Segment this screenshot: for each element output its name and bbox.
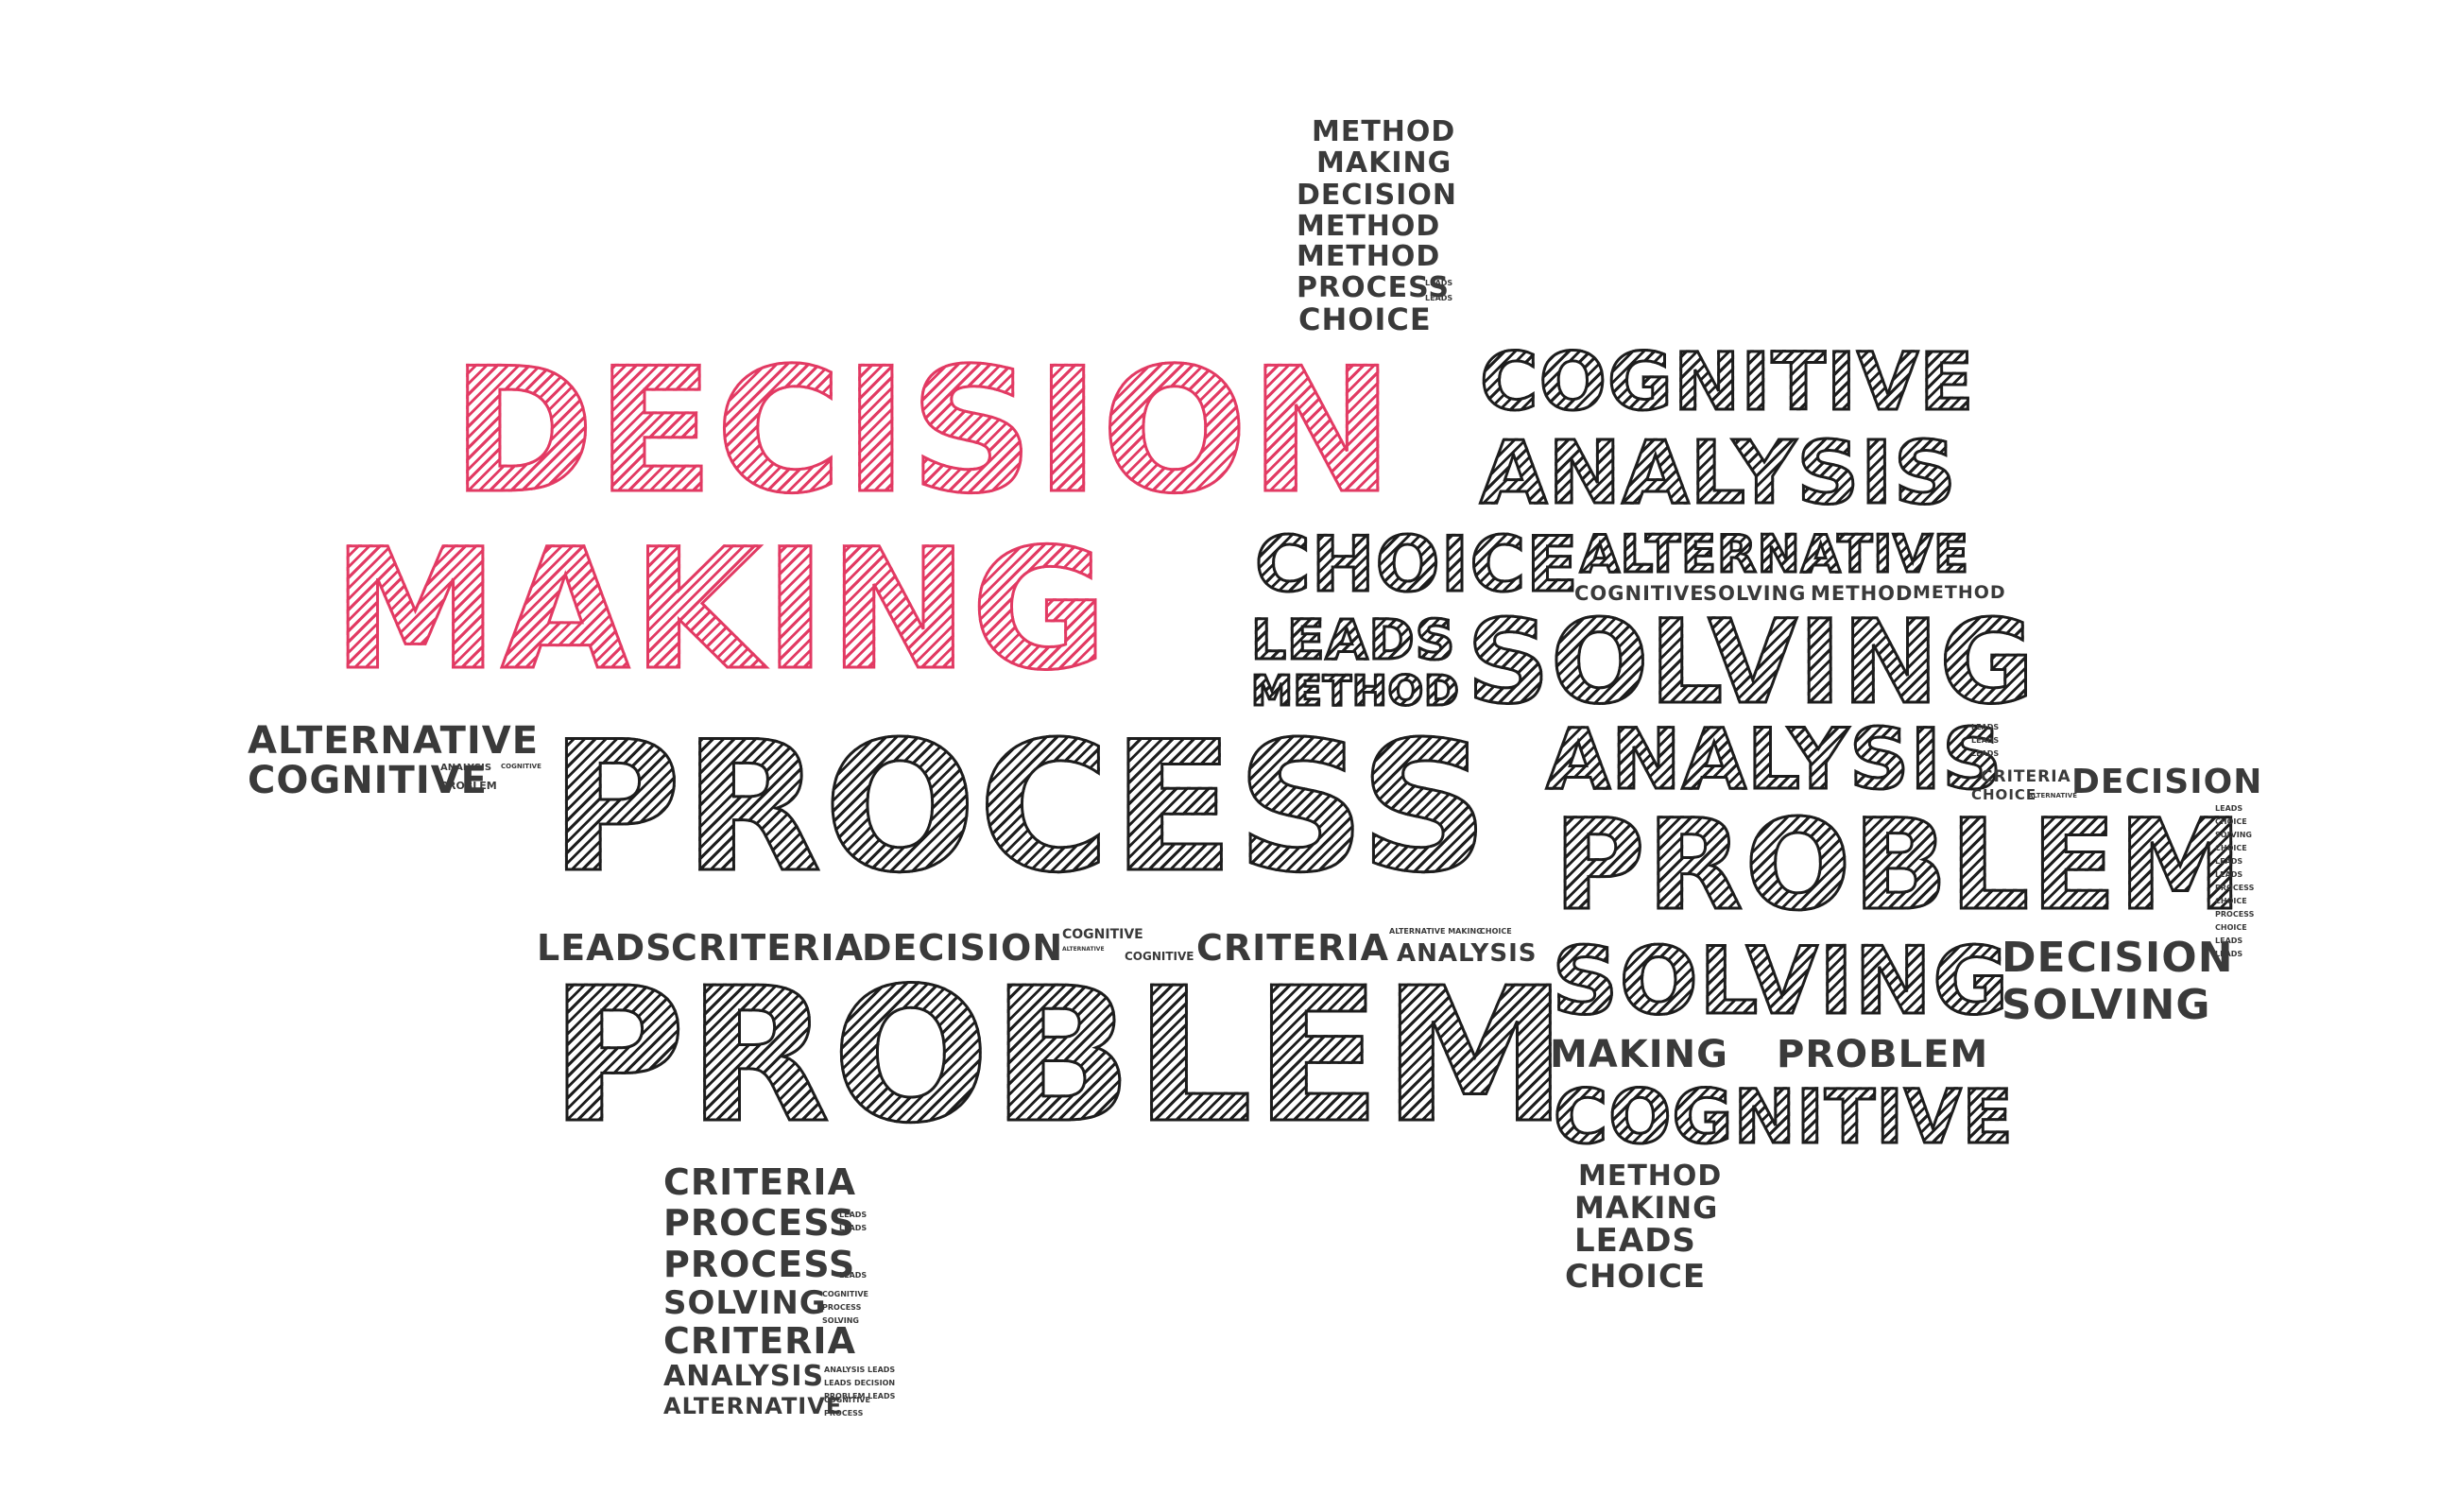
word-choice: CHOICE (1971, 786, 2037, 803)
word-cognitive-tiny: COGNITIVE (1062, 927, 1143, 942)
word-alternative: ALTERNATIVE (248, 719, 540, 763)
word-tiny: SOLVING (2215, 831, 2252, 839)
word-process: PROCESS (1297, 271, 1450, 304)
word-leads-tiny: LEADS (1971, 749, 2000, 758)
word-tiny: LEADS (2215, 804, 2243, 813)
word-leads-tiny: LEADS (1971, 736, 2000, 745)
word-tiny: ANALYSIS LEADS (824, 1366, 896, 1374)
word-tiny: PROCESS (824, 1409, 864, 1418)
word-decision: DECISION (2002, 934, 2234, 982)
word-alternative: ALTERNATIVE (663, 1393, 843, 1419)
word-problem-main: PROBLEM (548, 949, 1570, 1164)
word-decision: DECISION (862, 927, 1064, 969)
word-decision: DECISION (2071, 763, 2263, 801)
word-method-small: METHOD (1913, 582, 2006, 603)
word-leads: LEADS (1574, 1222, 1696, 1260)
word-criteria: CRITERIA (1981, 767, 2071, 786)
word-tiny: LEADS (839, 1271, 868, 1280)
word-choice: CHOICE (1254, 521, 1580, 609)
word-leads: LEADS (1249, 608, 1456, 672)
word-leads-tiny: LEADS (1425, 279, 1453, 287)
word-leads: LEADS (537, 927, 673, 969)
word-method-small: METHOD (1811, 582, 1914, 605)
word-making-main: MAKING (332, 513, 1110, 707)
word-tiny: LEADS (839, 1224, 868, 1232)
word-analysis-tiny: ANALYSIS (440, 763, 492, 773)
word-alternative-making-tiny: ALTERNATIVE MAKING (1389, 927, 1483, 936)
word-criteria: CRITERIA (1196, 927, 1389, 969)
word-tiny: LEADS (2215, 936, 2243, 945)
word-choice: CHOICE (1298, 301, 1432, 337)
word-tiny: LEADS (839, 1211, 868, 1219)
word-cognitive: COGNITIVE (248, 759, 488, 802)
word-process: PROCESS (663, 1244, 856, 1285)
word-tiny: PROCESS (2215, 910, 2255, 919)
word-analysis: ANALYSIS (1397, 939, 1538, 968)
word-tiny: LEADS (2215, 870, 2243, 879)
word-tiny: CHOICE (2215, 923, 2247, 932)
word-criteria: CRITERIA (663, 1161, 856, 1203)
word-analysis: ANALYSIS (1544, 711, 2003, 808)
word-alternative-tiny: ALTERNATIVE (2028, 792, 2077, 799)
word-cognitive: COGNITIVE (1479, 335, 1975, 428)
word-decision-main: DECISION (451, 331, 1396, 531)
word-tiny: CHOICE (2215, 844, 2247, 852)
word-problem: PROBLEM (1777, 1033, 1989, 1076)
word-criteria: CRITERIA (671, 927, 864, 969)
word-decision: DECISION (1297, 179, 1457, 212)
word-tiny: LEADS (2215, 857, 2243, 866)
word-analysis: ANALYSIS (663, 1360, 825, 1393)
word-making: MAKING (1574, 1190, 1719, 1226)
word-making: MAKING (1316, 146, 1452, 180)
word-method: METHOD (1312, 115, 1456, 148)
word-cognitive-tiny: COGNITIVE (501, 763, 541, 770)
word-process: PROCESS (663, 1202, 856, 1244)
word-tiny: PROBLEM LEADS (824, 1392, 896, 1400)
word-solving-small: SOLVING (1703, 582, 1807, 605)
word-solving: SOLVING (663, 1284, 827, 1322)
word-solving: SOLVING (1551, 928, 2011, 1036)
word-criteria: CRITERIA (663, 1320, 856, 1362)
word-alternative: ALTERNATIVE (1579, 524, 1970, 584)
word-problem: PROBLEM (1553, 793, 2244, 938)
word-method: METHOD (1297, 240, 1441, 273)
word-method: METHOD (1578, 1160, 1723, 1193)
word-tiny: COGNITIVE (822, 1290, 868, 1298)
word-choice-tiny: CHOICE (1480, 927, 1512, 936)
word-leads-tiny: LEADS (1971, 723, 2000, 731)
word-making: MAKING (1550, 1033, 1728, 1076)
word-tiny: PROCESS (822, 1303, 862, 1312)
word-tiny: LEADS (2215, 950, 2243, 958)
word-solving: SOLVING (1466, 595, 2036, 730)
word-leads-tiny: LEADS (1425, 294, 1453, 302)
word-tiny: CHOICE (2215, 897, 2247, 905)
word-cognitive-tiny: COGNITIVE (1125, 950, 1194, 963)
word-cognitive-small: COGNITIVE (1574, 582, 1705, 605)
word-process-main: PROCESS (548, 703, 1491, 912)
word-choice: CHOICE (1565, 1258, 1707, 1296)
word-alternative-tiny: ALTERNATIVE (1062, 946, 1105, 953)
word-tiny: PROCESS (2215, 884, 2255, 892)
word-tiny: SOLVING (822, 1316, 859, 1325)
word-method: METHOD (1297, 210, 1441, 243)
word-analysis: ANALYSIS (1478, 422, 1958, 524)
word-method: METHOD (1250, 667, 1461, 715)
word-solving: SOLVING (2002, 981, 2211, 1029)
word-cognitive: COGNITIVE (1553, 1075, 2015, 1160)
word-problem-tiny: PROBLEM (440, 780, 497, 792)
word-tiny: CHOICE (2215, 817, 2247, 826)
word-tiny: LEADS DECISION (824, 1379, 896, 1387)
word-tiny: COGNITIVE (824, 1396, 870, 1404)
